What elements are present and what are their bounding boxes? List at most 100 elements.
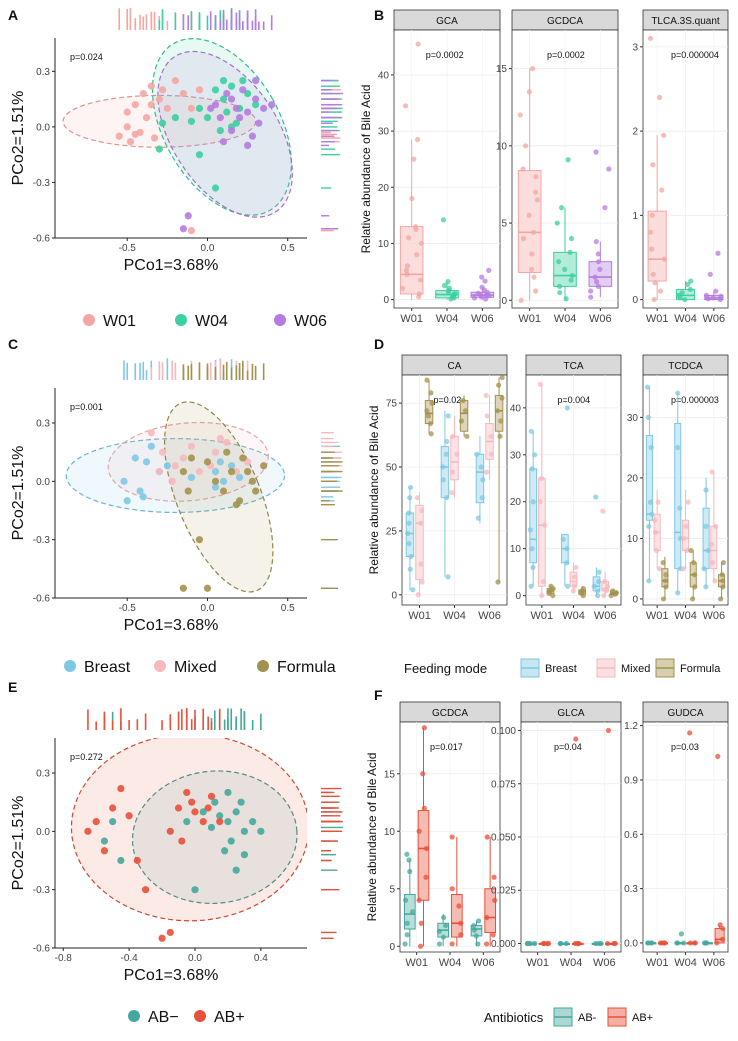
y-tick-label: 10 [510,544,522,555]
box-w06-w06 [703,250,724,303]
data-point [652,529,659,535]
box-w01-ab+ [538,940,552,947]
data-point [687,940,693,946]
data-point [688,547,694,554]
box-w04-mixed [569,562,579,594]
box-body [517,170,542,273]
y-tick-label: 20 [510,497,522,508]
x-tick-label: W06 [478,610,501,622]
facet-f-0: GCDCA 0 5 10 15 W01 W04 W06 p=0.017 [384,701,501,969]
data-point [415,41,421,47]
point-ab+ [84,827,92,835]
facet-b-0: GCA 0 10 20 30 40 W01 W04 W06 p=0.0002 [378,9,501,325]
x-tick-label: W04 [560,957,583,969]
data-point [592,274,598,280]
point-formula [203,584,212,592]
y-tick-label: 10 [384,827,396,838]
p-value-annotation: p=0.001 [70,402,103,412]
point-ab+ [178,837,186,845]
box-w06-ab+ [714,753,726,946]
data-point [533,174,539,180]
legend-key-mixed [154,660,166,672]
data-point [529,251,535,257]
point-w06 [244,141,252,150]
data-point [703,292,710,298]
data-point [429,400,435,406]
data-point [488,451,495,457]
data-point [529,546,535,552]
point-w01 [187,104,196,112]
data-point [571,583,578,589]
data-point [405,235,412,241]
point-ab- [191,886,199,894]
p-value-annotation: p=0.000004 [671,50,719,60]
y-tick-label: 20 [627,473,639,484]
y-tick-label: 15 [384,769,396,780]
data-point [479,274,485,280]
data-point [681,940,687,946]
point-w04 [203,114,212,122]
y-tick-label: 10 [378,239,390,250]
y-tick-label: 0.3 [624,884,638,895]
data-point [520,235,527,242]
y-tick-label: 0 [515,591,521,602]
point-w04 [223,108,231,116]
point-ab- [216,812,224,820]
point-formula [187,454,196,462]
data-point [651,296,657,303]
data-point [692,584,698,590]
y-tick-label: -0.3 [33,178,51,189]
data-point [436,941,443,947]
facet-title: GCDCA [432,708,468,719]
data-point [648,445,654,451]
data-point [471,927,477,933]
point-ab- [232,808,240,816]
box-w01-mixed [414,492,425,598]
point-mixed [158,448,167,456]
point-mixed [147,429,155,437]
point-w06 [252,76,260,85]
box-body [484,888,496,933]
box-w06-formula [718,560,726,602]
data-point [679,290,685,296]
y-tick-label: 0 [632,295,638,306]
data-point [610,588,616,594]
data-point [588,294,594,300]
facet-title: TCA [564,361,584,372]
point-w01 [171,76,179,85]
data-point [479,495,485,501]
data-point [570,588,576,594]
data-point [685,499,691,505]
x-tick-label: -0.4 [121,953,139,964]
point-w04 [216,126,224,135]
point-ab- [227,837,235,845]
data-point [539,593,545,599]
data-point [557,289,563,296]
data-point [421,725,427,731]
data-point [713,288,719,294]
data-point [675,445,681,451]
data-point [496,382,502,388]
data-point [681,535,687,542]
box-w06-mixed [483,392,495,480]
point-ab+ [117,784,125,793]
data-point [548,583,554,589]
y-tick-label: 1 [632,211,638,222]
y-tick-label: 0 [501,296,507,307]
facet-f-1: GLCA 0.000 0.025 0.050 0.075 0.100 W01 W04 W06 p=… [491,701,622,969]
data-point [418,240,425,247]
point-w04 [239,76,247,85]
point-w06 [235,114,244,122]
data-point [446,285,453,291]
data-point [427,420,434,427]
y-axis-title: PCo2=1.51% [10,91,27,186]
y-tick-label: 30 [378,127,390,138]
facet-d-1: TCA 0 10 20 30 40 W01 W04 W06 p=0.004 [510,354,622,622]
ellipse-layer [62,38,293,218]
data-point [428,431,434,437]
data-point [712,578,718,584]
data-point [709,560,716,566]
data-point [479,284,485,290]
point-w01 [147,82,155,90]
box-body [494,394,504,432]
